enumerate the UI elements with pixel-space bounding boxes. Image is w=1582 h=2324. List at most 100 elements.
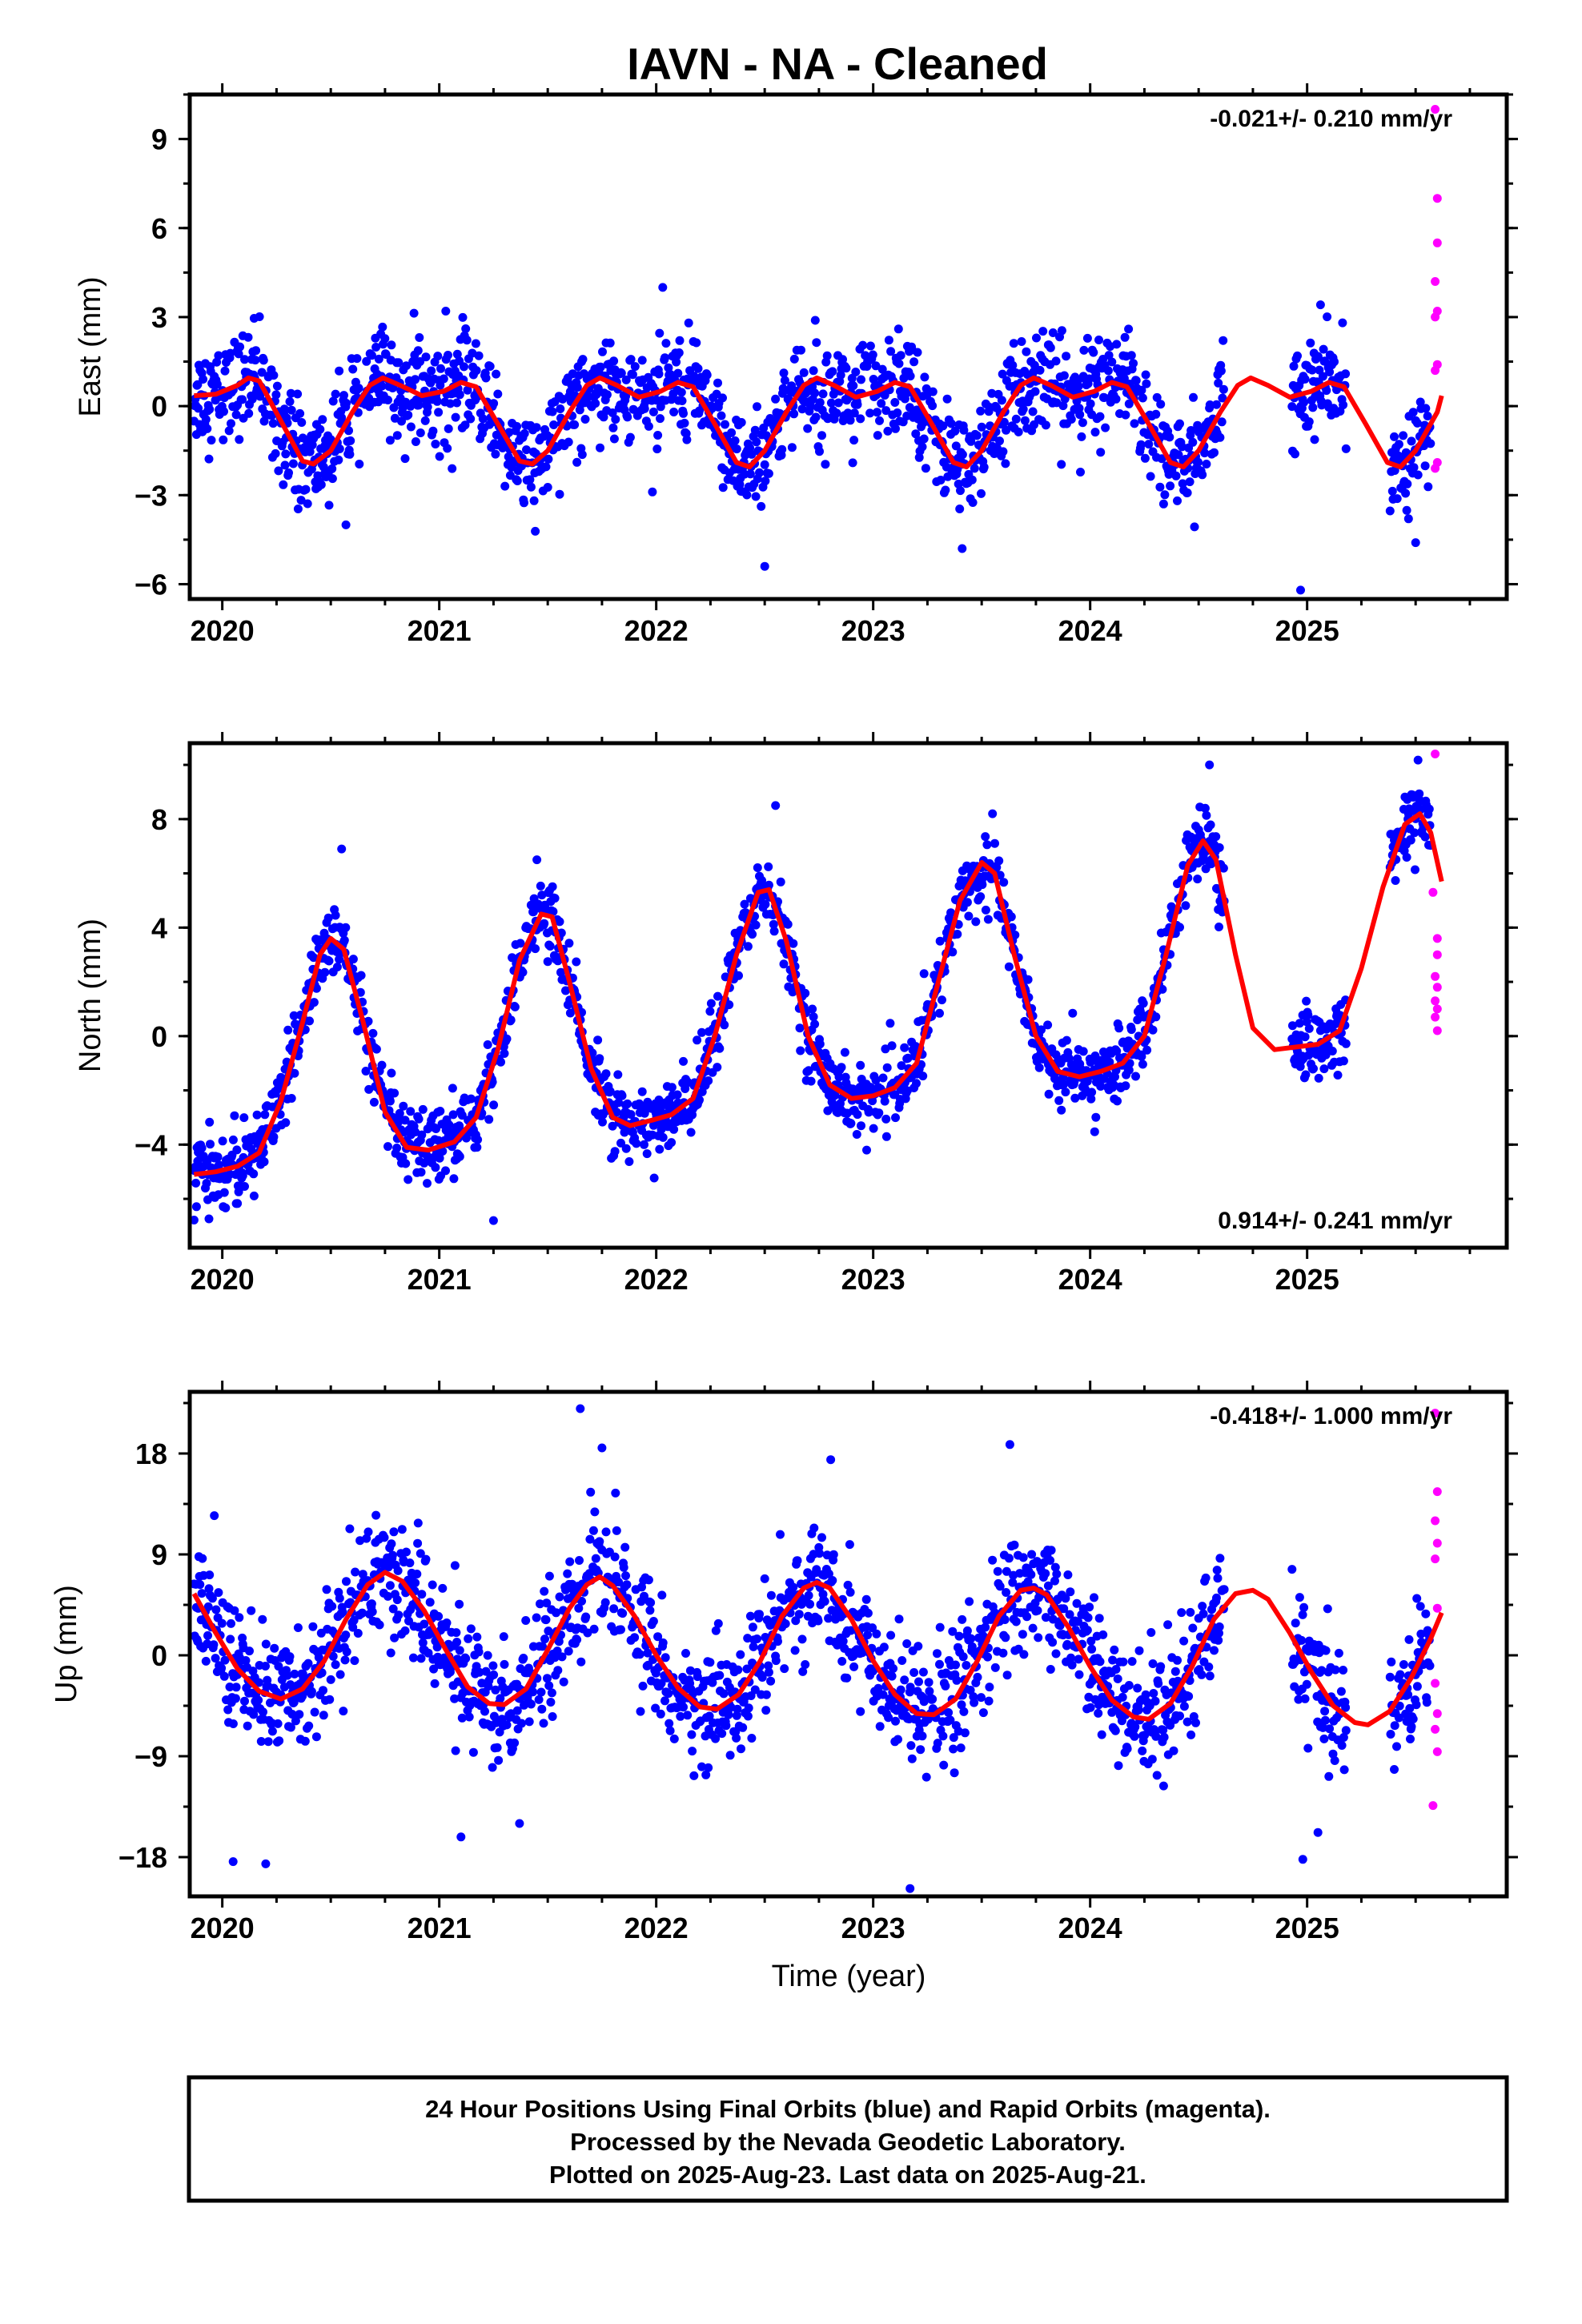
up-final-point bbox=[342, 1647, 351, 1657]
north-final-point bbox=[1215, 923, 1223, 931]
up-final-point bbox=[555, 1592, 564, 1602]
up-final-point bbox=[614, 1578, 624, 1586]
east-final-point bbox=[220, 366, 230, 376]
up-final-point bbox=[973, 1672, 982, 1682]
up-final-point bbox=[750, 1685, 760, 1695]
east-final-point bbox=[1293, 351, 1302, 360]
north-final-point bbox=[1096, 1082, 1106, 1091]
up-final-point bbox=[916, 1745, 926, 1755]
up-final-point bbox=[389, 1527, 399, 1537]
up-final-point bbox=[687, 1730, 697, 1739]
up-final-point bbox=[747, 1734, 757, 1743]
east-final-point bbox=[436, 380, 445, 390]
east-final-point bbox=[596, 443, 604, 452]
up-final-point bbox=[773, 1637, 782, 1647]
up-final-point bbox=[254, 1695, 263, 1705]
north-final-point bbox=[441, 1166, 450, 1176]
east-final-point bbox=[760, 561, 769, 571]
east-final-point bbox=[354, 384, 363, 393]
north-final-point bbox=[610, 1147, 620, 1156]
up-final-point bbox=[1067, 1660, 1077, 1670]
north-final-point bbox=[215, 1160, 224, 1170]
up-final-point bbox=[243, 1721, 252, 1731]
east-final-point bbox=[345, 449, 355, 459]
north-final-point bbox=[506, 1015, 516, 1025]
up-final-point bbox=[705, 1658, 715, 1667]
north-final-point bbox=[686, 1128, 696, 1137]
up-final-point bbox=[519, 1654, 528, 1663]
up-final-point bbox=[577, 1596, 586, 1606]
up-final-point bbox=[585, 1534, 595, 1544]
up-final-point bbox=[755, 1610, 764, 1619]
up-final-point bbox=[764, 1667, 773, 1677]
up-final-point bbox=[241, 1656, 251, 1665]
north-final-point bbox=[221, 1203, 231, 1212]
east-final-point bbox=[1392, 494, 1402, 504]
east-final-point bbox=[799, 368, 809, 377]
up-final-point bbox=[815, 1549, 824, 1558]
up-final-point bbox=[842, 1673, 852, 1683]
east-final-point bbox=[777, 444, 787, 454]
east-final-point bbox=[1308, 403, 1318, 412]
north-final-point bbox=[432, 1124, 441, 1133]
up-final-point bbox=[483, 1651, 492, 1660]
up-final-point bbox=[797, 1634, 807, 1644]
up-final-point bbox=[455, 1599, 464, 1609]
east-final-point bbox=[504, 428, 514, 437]
north-final-point bbox=[679, 1056, 688, 1066]
up-final-point bbox=[838, 1636, 848, 1646]
east-y-tick-label: 9 bbox=[151, 123, 167, 156]
up-final-point bbox=[635, 1650, 644, 1659]
up-final-point bbox=[817, 1533, 826, 1542]
north-final-point bbox=[411, 1128, 420, 1136]
up-final-point bbox=[630, 1633, 640, 1642]
north-final-point bbox=[404, 1175, 413, 1184]
east-final-point bbox=[871, 361, 881, 371]
up-final-point bbox=[198, 1554, 207, 1563]
up-final-point bbox=[803, 1611, 813, 1621]
north-final-point bbox=[1054, 1096, 1064, 1105]
east-final-point bbox=[1188, 437, 1198, 447]
up-final-point bbox=[661, 1653, 670, 1663]
up-final-point bbox=[1173, 1655, 1182, 1665]
east-final-point bbox=[999, 417, 1009, 427]
up-final-point bbox=[416, 1654, 426, 1663]
east-final-point bbox=[669, 408, 679, 416]
up-final-point bbox=[812, 1565, 821, 1574]
east-final-point bbox=[1142, 379, 1151, 388]
north-final-point bbox=[881, 1132, 891, 1141]
north-final-point bbox=[339, 935, 349, 945]
east-final-point bbox=[968, 498, 978, 507]
up-final-point bbox=[451, 1746, 460, 1755]
up-final-point bbox=[829, 1550, 838, 1559]
north-final-point bbox=[543, 957, 552, 967]
east-final-point bbox=[1077, 432, 1086, 441]
east-final-point bbox=[1137, 385, 1146, 395]
north-final-point bbox=[978, 880, 987, 890]
north-final-point bbox=[1121, 1081, 1130, 1091]
north-final-point bbox=[864, 1108, 873, 1117]
east-final-point bbox=[1212, 400, 1221, 409]
north-final-point bbox=[191, 1202, 201, 1212]
north-final-point bbox=[472, 1143, 482, 1152]
up-final-point bbox=[1034, 1593, 1043, 1602]
up-final-point bbox=[939, 1760, 949, 1770]
north-final-point bbox=[946, 908, 956, 918]
east-final-point bbox=[836, 370, 845, 380]
north-final-point bbox=[624, 1157, 634, 1166]
east-x-tick-label: 2020 bbox=[191, 614, 255, 647]
east-final-point bbox=[1407, 436, 1416, 446]
east-final-point bbox=[436, 364, 445, 373]
east-final-point bbox=[1078, 418, 1087, 428]
east-final-point bbox=[416, 428, 425, 437]
east-y-axis-label: East (mm) bbox=[74, 276, 107, 416]
east-final-point bbox=[1096, 448, 1106, 457]
east-final-point bbox=[316, 480, 326, 489]
east-final-point bbox=[204, 454, 214, 464]
north-final-point bbox=[565, 1008, 575, 1018]
east-final-point bbox=[648, 407, 658, 416]
north-final-point bbox=[881, 1114, 891, 1124]
up-final-point bbox=[658, 1638, 668, 1647]
east-final-point bbox=[1421, 404, 1431, 413]
up-final-point bbox=[1214, 1635, 1223, 1645]
